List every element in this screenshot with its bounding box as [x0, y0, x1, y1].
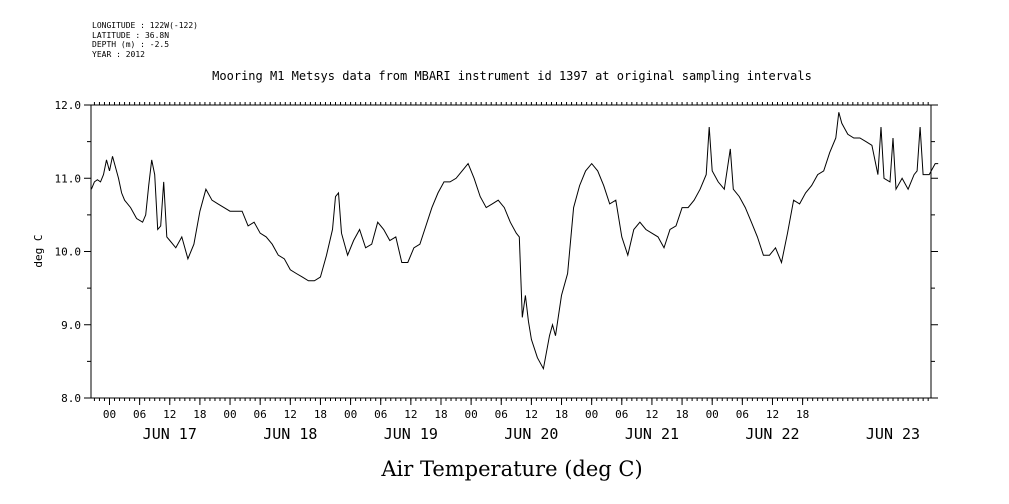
y-tick-label: 8.0: [61, 392, 81, 405]
y-axis-label: deg C: [32, 234, 45, 267]
x-hour-label: 00: [464, 408, 477, 421]
x-hour-label: 12: [766, 408, 779, 421]
y-tick-label: 10.0: [55, 246, 82, 259]
x-hour-label: 06: [254, 408, 267, 421]
x-hour-label: 12: [645, 408, 658, 421]
station-metadata: LONGITUDE : 122W(-122) LATITUDE : 36.8N …: [92, 21, 198, 59]
x-hour-label: 00: [344, 408, 357, 421]
x-hour-label: 18: [193, 408, 206, 421]
x-day-label: JUN 22: [745, 425, 799, 443]
x-day-label: JUN 18: [263, 425, 317, 443]
longitude-text: LONGITUDE : 122W(-122): [92, 21, 198, 30]
x-hour-label: 12: [284, 408, 297, 421]
x-hour-label: 12: [525, 408, 538, 421]
x-hour-label: 06: [736, 408, 749, 421]
plot-frame: [90, 104, 932, 399]
x-hour-label: 18: [314, 408, 327, 421]
x-axis-label: Air Temperature (deg C): [380, 457, 642, 481]
x-hour-label: 00: [103, 408, 116, 421]
series-line: [90, 112, 939, 371]
y-tick-label: 9.0: [61, 319, 81, 332]
x-day-label: JUN 19: [384, 425, 438, 443]
x-hour-label: 12: [404, 408, 417, 421]
y-tick-label: 12.0: [55, 99, 82, 112]
year-text: YEAR : 2012: [92, 49, 145, 59]
x-day-label: JUN 17: [143, 425, 197, 443]
x-hour-label: 00: [585, 408, 598, 421]
x-hour-label: 18: [675, 408, 688, 421]
x-hour-label: 00: [223, 408, 236, 421]
x-axis: 00 06 12 18 00 06 12 18 00 06 12 18 00 06 12 18 00 06 12 18…: [103, 398, 920, 443]
x-day-label: JUN 20: [504, 425, 558, 443]
depth-text: DEPTH (m) : -2.5: [92, 40, 170, 50]
x-day-label: JUN 23: [866, 425, 920, 443]
x-hour-label: 06: [133, 408, 146, 421]
x-hour-label: 18: [555, 408, 568, 421]
x-hour-label: 06: [615, 408, 628, 421]
y-tick-label: 11.0: [55, 172, 82, 185]
chart-title: Mooring M1 Metsys data from MBARI instru…: [212, 69, 812, 83]
x-hour-label: 00: [706, 408, 719, 421]
minor-ticks: [93, 102, 929, 401]
x-hour-label: 18: [796, 408, 809, 421]
latitude-text: LATITUDE : 36.8N: [92, 30, 170, 40]
x-hour-label: 06: [374, 408, 387, 421]
x-hour-label: 06: [495, 408, 508, 421]
x-day-label: JUN 21: [625, 425, 679, 443]
x-hour-label: 18: [434, 408, 447, 421]
y-axis: 8.0 9.0 10.0 11.0 12.0: [55, 99, 938, 405]
x-hour-label: 12: [163, 408, 176, 421]
